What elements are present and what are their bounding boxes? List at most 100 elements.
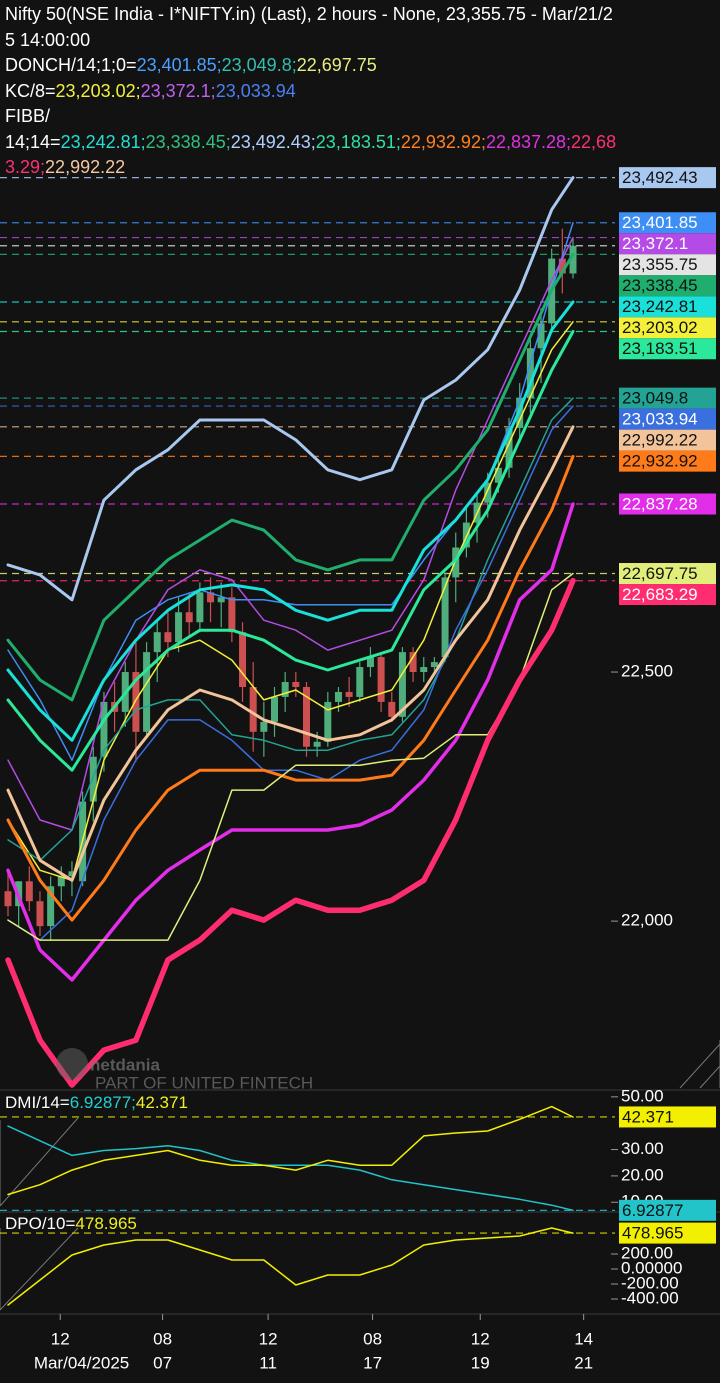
indicator-line xyxy=(7,397,574,862)
indicator-value: 22,932.92; xyxy=(400,131,486,152)
indicator-value: 23,183.51; xyxy=(315,131,401,152)
x-tick-sublabel: 21 xyxy=(574,1353,593,1372)
axis: 22,000 22,500 12 08 12 08 12 14 Mar/04/2025 07 11 1… xyxy=(34,662,673,1373)
x-tick-sublabel: 11 xyxy=(259,1353,277,1372)
candle-body xyxy=(271,696,279,722)
indicator-line xyxy=(5,577,576,1088)
candle-body xyxy=(89,756,97,802)
indicator-legend: DMI/14=6.92877;42.371 xyxy=(5,1092,617,1114)
indicator-name: DPO/10= xyxy=(5,1214,76,1233)
indicator-line xyxy=(7,1125,574,1212)
legend: DPO/10=478.965 xyxy=(5,1213,617,1235)
indicator-value: 6.92877; xyxy=(69,1093,136,1112)
value-label: 42.371 xyxy=(622,1107,674,1126)
candle-body xyxy=(228,597,236,633)
candle-body xyxy=(153,632,161,653)
indicator-line xyxy=(6,176,575,602)
y-tick-label: 20.00 xyxy=(621,1165,664,1184)
indicator-value: 23,049.8; xyxy=(221,55,297,75)
value-label-box xyxy=(619,1106,716,1128)
y-tick-label: -200.00 xyxy=(621,1274,679,1293)
value-label-box xyxy=(619,584,716,606)
value-label: 22,932.92 xyxy=(622,452,698,471)
indicator-legend: DONCH/14;1;0=23,401.85;23,049.8;22,697.7… xyxy=(5,53,617,79)
value-label: 23,492.43 xyxy=(622,168,698,187)
indicator-name: DMI/14= xyxy=(5,1093,70,1112)
value-label-box xyxy=(619,493,716,515)
candle-body xyxy=(143,652,151,732)
indicator-line xyxy=(6,300,575,742)
value-label-box xyxy=(619,254,716,276)
indicator-value: 23,492.43; xyxy=(230,131,316,152)
value-label: 23,355.75 xyxy=(622,255,698,274)
candle-body xyxy=(388,701,396,717)
value-label: 22,697.75 xyxy=(622,564,698,583)
y-tick-label: 50.00 xyxy=(621,1086,664,1105)
indicator-value: 22,683.29; xyxy=(5,131,617,178)
x-tick-sublabel: Mar/04/2025 xyxy=(34,1353,129,1372)
indicator-params: 14;14= xyxy=(5,131,61,152)
indicator-value: 23,242.81; xyxy=(60,131,146,152)
indicator-value: 23,338.45; xyxy=(145,131,231,152)
indicator-line xyxy=(7,236,574,831)
candle-body xyxy=(452,547,460,578)
legend: Nifty 50(NSE India - I*NIFTY.in) (Last),… xyxy=(5,2,617,181)
candle-body xyxy=(25,881,33,902)
value-labels: 478.965 xyxy=(619,1222,716,1244)
value-label: 6.92877 xyxy=(622,1201,683,1220)
indicator-line xyxy=(7,321,574,882)
indicator-value: 22,697.75 xyxy=(296,55,377,75)
candle-body xyxy=(36,901,44,927)
watermark-logo xyxy=(56,1048,88,1080)
x-tick-label: 08 xyxy=(363,1329,382,1348)
candle-body xyxy=(132,672,140,732)
corner-mark xyxy=(679,1040,720,1089)
indicator-value: 22,992.22 xyxy=(45,157,126,177)
value-label-box xyxy=(619,1199,716,1221)
value-label: 22,683.29 xyxy=(622,585,698,604)
indicator-line xyxy=(7,1227,574,1306)
candle-body xyxy=(260,721,268,732)
x-tick-sublabel: 07 xyxy=(153,1353,172,1372)
indicator-line xyxy=(6,454,575,922)
candle-body xyxy=(441,577,449,658)
candle-body xyxy=(47,886,55,927)
value-label-box xyxy=(619,1222,716,1244)
indicator-name: DONCH/14;1;0= xyxy=(5,55,137,75)
candle-body xyxy=(484,482,492,503)
candle-body xyxy=(569,245,577,274)
indicator-value: 23,372.1; xyxy=(140,80,216,101)
value-label: 23,183.51 xyxy=(622,339,698,358)
value-label-box xyxy=(619,450,716,472)
value-label: 478.965 xyxy=(622,1224,683,1243)
indicator-legend: KC/8=23,203.02;23,372.1;23,033.94 xyxy=(5,79,617,105)
indicator-line xyxy=(7,405,574,941)
x-tick-label: 14 xyxy=(574,1329,593,1348)
y-tick-label: 200.00 xyxy=(621,1243,673,1262)
candle-body xyxy=(4,891,12,907)
y-tick-label: 0.00000 xyxy=(621,1258,682,1277)
candle-body xyxy=(505,427,513,468)
chart-title: Nifty 50(NSE India - I*NIFTY.in) (Last),… xyxy=(5,4,613,50)
candle-body xyxy=(100,701,108,757)
corner-mark xyxy=(0,1117,79,1207)
corner-decoration xyxy=(0,1040,720,1311)
indicator-line xyxy=(7,1105,574,1196)
x-tick-sublabel: 19 xyxy=(471,1353,490,1372)
value-labels: 42.371 6.92877 xyxy=(619,1106,716,1221)
value-label-box xyxy=(619,429,716,451)
indicator-value: 22,837.28; xyxy=(485,131,572,152)
indicator-value: 478.965 xyxy=(75,1214,137,1233)
candle-body xyxy=(249,686,257,732)
value-label-box xyxy=(619,563,716,585)
candle-body xyxy=(324,701,332,742)
last-value-lines xyxy=(0,1116,615,1211)
candle-body xyxy=(409,652,417,673)
value-label-box xyxy=(619,296,716,318)
candle-body xyxy=(207,592,215,603)
candle-body xyxy=(164,632,172,643)
corner-mark xyxy=(0,1227,79,1311)
candle-body xyxy=(377,657,385,702)
indicator-lines xyxy=(7,1105,574,1212)
